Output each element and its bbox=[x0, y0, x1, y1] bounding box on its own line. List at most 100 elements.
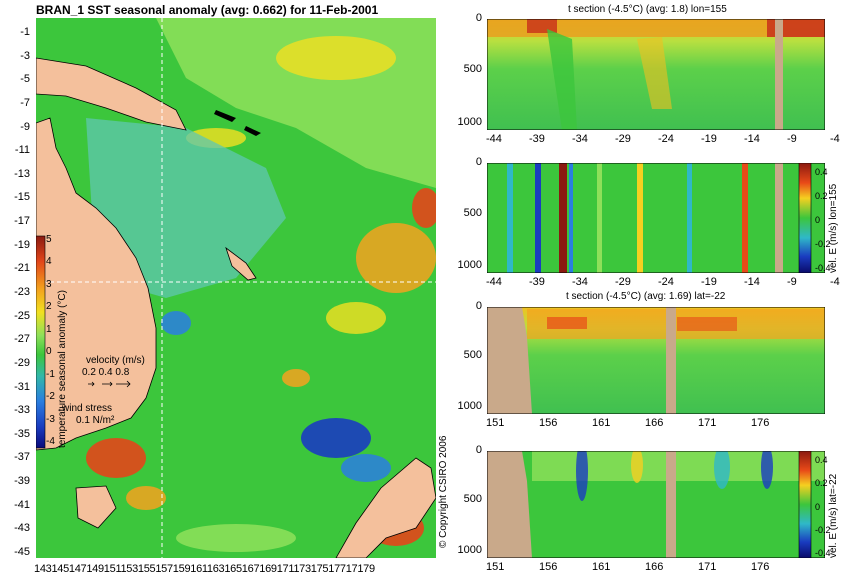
map-y-tick: -33 bbox=[14, 404, 30, 417]
panel2-colorbar bbox=[798, 163, 812, 273]
map-y-tick: -15 bbox=[14, 191, 30, 204]
panel-x-tick: -44 bbox=[486, 276, 502, 288]
hot-patch bbox=[86, 438, 146, 478]
wind-legend-label: wind stress bbox=[62, 403, 113, 414]
map-y-tick: -27 bbox=[14, 333, 30, 346]
panel-x-tick: 156 bbox=[539, 417, 558, 429]
warm-patch bbox=[126, 486, 166, 510]
panel-x-tick: -39 bbox=[529, 133, 545, 145]
map-y-tick: -25 bbox=[14, 309, 30, 322]
map-title: BRAN_1 SST seasonal anomaly (avg: 0.662)… bbox=[36, 3, 379, 17]
panel-y-tick: 0 bbox=[475, 156, 482, 168]
map-y-tick: -5 bbox=[20, 73, 30, 86]
sst-colorbar-tick: 1 bbox=[46, 323, 52, 335]
map-y-tick: -31 bbox=[14, 380, 30, 393]
panel2-colorbar-label: vel. E (m/s) lon=155 bbox=[828, 183, 839, 273]
map-y-tick: -39 bbox=[14, 475, 30, 488]
panel3-section[interactable] bbox=[487, 307, 825, 414]
panel-x-tick: -24 bbox=[658, 133, 674, 145]
land-australia bbox=[36, 117, 157, 451]
panel-x-tick: 161 bbox=[592, 417, 611, 429]
panel-y-tick: 1000 bbox=[457, 544, 482, 556]
panel-x-tick: -14 bbox=[744, 133, 760, 145]
panel-x-tick: -9 bbox=[787, 276, 797, 288]
map-x-axis: 1431451471491511531551571591611631651671… bbox=[34, 563, 375, 575]
land-solomon-islands bbox=[244, 126, 261, 136]
land-mask bbox=[666, 307, 676, 414]
panel-x-tick: 161 bbox=[592, 561, 611, 573]
sst-colorbar-tick: -2 bbox=[46, 391, 55, 403]
panel-x-tick: -9 bbox=[787, 133, 797, 145]
panel2-section[interactable] bbox=[487, 163, 825, 273]
map-y-tick: -23 bbox=[14, 286, 30, 298]
map-y-tick: -29 bbox=[14, 356, 30, 369]
panel-y-tick: 1000 bbox=[457, 259, 482, 271]
panel-y-tick: 0 bbox=[475, 300, 482, 312]
panel-x-tick: -4 bbox=[830, 133, 840, 145]
land-mask bbox=[487, 307, 532, 414]
sst-colorbar-tick: 5 bbox=[46, 234, 52, 245]
panel-x-tick: -19 bbox=[701, 276, 717, 288]
panel4-section[interactable] bbox=[487, 451, 825, 558]
sst-colorbar-tick: 4 bbox=[46, 256, 52, 268]
panel-y-tick: 500 bbox=[463, 206, 482, 219]
warm-patch bbox=[356, 223, 436, 293]
warm-patch bbox=[326, 302, 386, 334]
warm-patch bbox=[276, 36, 396, 80]
cold-patch bbox=[161, 311, 191, 335]
sst-colorbar-tick: -3 bbox=[46, 413, 55, 425]
map-y-tick: -43 bbox=[14, 522, 30, 535]
panel-x-tick: 151 bbox=[486, 417, 505, 429]
map-y-tick: -37 bbox=[14, 451, 30, 464]
panel1-section[interactable] bbox=[487, 19, 825, 130]
land-mask bbox=[487, 451, 532, 558]
map-y-tick: -11 bbox=[14, 144, 30, 157]
land-mask bbox=[666, 451, 676, 558]
land-new-zealand bbox=[335, 457, 436, 558]
sst-colorbar-tick: 2 bbox=[46, 301, 52, 313]
sst-colorbar-tick: 0 bbox=[46, 346, 52, 358]
cold-patch bbox=[341, 454, 391, 482]
copyright: © Copyright CSIRO 2006 bbox=[438, 435, 449, 548]
panel-x-tick: -24 bbox=[658, 276, 674, 288]
map-x-tick-tail: 179 bbox=[357, 563, 375, 575]
panel-y-tick: 0 bbox=[475, 444, 482, 456]
sst-colorbar bbox=[36, 235, 46, 449]
cold-patch bbox=[301, 418, 371, 458]
south-light-band bbox=[176, 524, 296, 552]
panel-y-tick: 0 bbox=[475, 12, 482, 24]
panel-y-tick: 1000 bbox=[457, 400, 482, 412]
panel-x-tick: -34 bbox=[572, 133, 588, 145]
panel1-title: t section (-4.5°C) (avg: 1.8) lon=155 bbox=[568, 4, 727, 15]
panel-x-tick: -44 bbox=[486, 133, 502, 145]
map-y-tick: -19 bbox=[14, 238, 30, 251]
panel-x-tick: 176 bbox=[751, 561, 770, 573]
land-solomon-islands bbox=[214, 110, 236, 122]
sst-colorbar-tick: 3 bbox=[46, 278, 52, 290]
panel-y-tick: 1000 bbox=[457, 116, 482, 128]
wind-legend-value: 0.1 N/m² bbox=[76, 415, 115, 426]
land-mask bbox=[775, 163, 783, 273]
panel-x-tick: 166 bbox=[645, 561, 664, 573]
map-y-tick: -7 bbox=[20, 96, 30, 109]
velocity-arrows-icon bbox=[88, 380, 131, 388]
map-y-tick: -17 bbox=[14, 215, 30, 228]
sst-colorbar-label: temperature seasonal anomaly (°C) bbox=[57, 290, 68, 448]
panel-x-tick: -4 bbox=[830, 276, 840, 288]
cool-band bbox=[86, 118, 286, 298]
velocity-legend-label: velocity (m/s) bbox=[86, 355, 145, 366]
map-y-tick: -9 bbox=[20, 120, 30, 133]
map-y-tick: -13 bbox=[14, 167, 30, 180]
panel4-colorbar bbox=[798, 451, 812, 558]
land-mask bbox=[775, 19, 783, 130]
panel-x-tick: 176 bbox=[751, 417, 770, 429]
map-y-tick: -41 bbox=[14, 498, 30, 511]
panel-y-tick: 500 bbox=[463, 349, 482, 362]
velocity-legend-values: 0.2 0.4 0.8 bbox=[82, 367, 130, 378]
land-new-guinea bbox=[36, 57, 187, 131]
panel-x-tick: -29 bbox=[615, 133, 631, 145]
panel-x-tick: -34 bbox=[572, 276, 588, 288]
sst-map[interactable] bbox=[36, 18, 436, 558]
map-y-tick: -1 bbox=[20, 26, 30, 38]
map-y-tick: -35 bbox=[14, 427, 30, 440]
